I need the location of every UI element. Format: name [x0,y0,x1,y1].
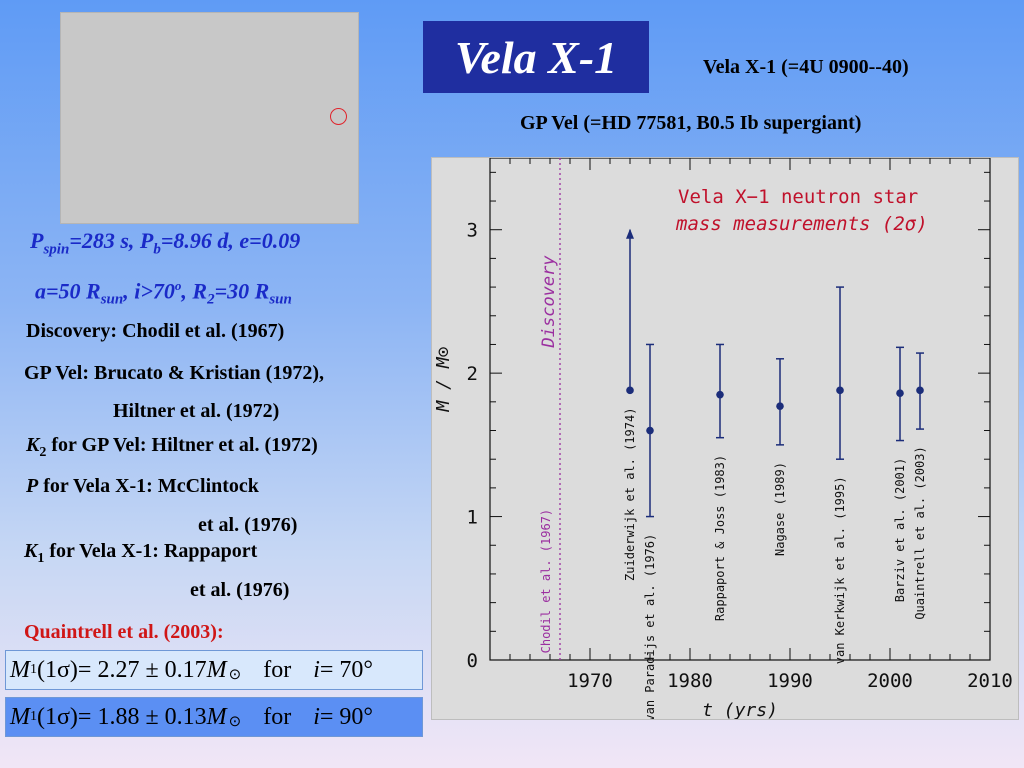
eq1-for: for [263,656,292,683]
r2-unit-sub: sun [269,291,292,308]
p-spin-symbol: P [30,228,44,253]
x-tick-label: 1970 [567,670,613,692]
eq1-rhs: = 2.27 ± 0.17 [77,656,207,683]
measurement-label: van Kerkwijk et al. (1995) [833,476,847,664]
mass-equation-70: M 1 (1σ) = 2.27 ± 0.17 M ⊙ for i = 70° [5,650,423,690]
incl-sup: o [174,278,182,293]
eq2-cond-symbol: i [313,703,320,730]
eq1-lhs-arg: (1σ) [37,656,78,683]
eq1-cond-value: = 70° [319,656,374,683]
y-axis-label: M / M⊙ [433,346,454,412]
x-axis-label: t (yrs) [702,700,778,719]
position-marker-circle [330,108,347,125]
p-text: for Vela X-1: McClintock [38,475,259,497]
plot-frame [489,158,991,661]
k1-symbol: K [24,540,38,562]
eq1-lhs-symbol: M [10,656,30,683]
subtitle-gpvel: GP Vel (=HD 77581, B0.5 Ib supergiant) [520,112,862,134]
data-point [916,386,924,395]
ref-k1: K1 for Vela X-1: Rappaport [24,540,257,567]
measurement-label: Zuiderwijk et al. (1974) [623,408,637,581]
k1-text: for Vela X-1: Rappaport [44,540,258,562]
discovery-label: Discovery [539,255,559,349]
a-value: a=50 R [35,278,101,304]
ref-gpvel-line1: GP Vel: Brucato & Kristian (1972), [24,362,324,384]
vela-image-placeholder [60,12,359,224]
subtitle-vela: Vela X-1 (=4U 0900--40) [703,56,909,78]
quaintrell-heading: Quaintrell et al. (2003): [24,621,224,643]
data-point [626,386,634,395]
incl-tail: , R [181,278,208,304]
eq2-cond-value: = 90° [319,703,374,730]
measurement-label: Quaintrell et al. (2003) [913,446,927,619]
mass-chart-svg: 1970 1980 1990 2000 2010 0 1 2 3 t (yrs) M / M⊙ Vel… [433,158,1013,719]
p-spin-value: =283 s, [69,228,140,253]
orbital-params-line1: Pspin=283 s, Pb=8.96 d, e=0.09 [30,228,300,258]
eq2-rhs: = 1.88 ± 0.13 [77,703,207,730]
k2-sub: 2 [39,445,47,460]
p-symbol: P [26,475,39,497]
orbital-params-line2: a=50 Rsun, i>70o, R2=30 Rsun [35,278,292,309]
y-tick-label: 2 [467,363,478,385]
k1-sub: 1 [37,551,45,566]
incl-value: , i>70 [123,278,175,304]
y-tick-label: 3 [467,220,478,242]
slide-title-box: Vela X-1 [423,21,649,93]
eq1-mass-symbol: M [206,656,227,683]
measurement-label: Rappaport & Joss (1983) [713,455,727,621]
ref-k1-line2: et al. (1976) [190,579,290,601]
mass-equation-90: M 1 (1σ) = 1.88 ± 0.13 M ⊙ for i = 90° [5,697,423,737]
x-tick-label: 2010 [967,670,1013,692]
p-b-sub: b [153,241,161,258]
measurement-label: van Paradijs et al. (1976) [643,534,657,719]
measurement-label: Nagase (1989) [773,462,787,556]
measurement-label: Barziv et al. (2001) [893,458,907,603]
eq2-lhs-symbol: M [10,703,30,730]
y-tick-label: 1 [467,507,478,529]
x-tick-label: 1990 [767,670,813,692]
chart-title-line2: mass measurements (2σ) [675,213,928,235]
data-point [896,389,904,398]
ref-p: P for Vela X-1: McClintock [26,475,259,498]
mass-measurements-chart: 1970 1980 1990 2000 2010 0 1 2 3 t (yrs) M / M⊙ Vel… [431,157,1019,720]
k2-symbol: K [26,434,40,456]
sun-symbol-icon: ⊙ [228,666,242,683]
a-sub: sun [100,291,124,308]
discovery-reference: Chodil et al. (1967) [539,509,553,653]
x-tick-label: 2000 [867,670,913,692]
sun-symbol-icon: ⊙ [228,713,242,730]
ref-k2: K2 for GP Vel: Hiltner et al. (1972) [26,434,318,461]
eq1-cond-symbol: i [313,656,320,683]
chart-title-line1: Vela X−1 neutron star [678,186,918,208]
slide-title: Vela X-1 [454,31,618,83]
eq2-mass-symbol: M [206,703,227,730]
eq1-lhs-sub: 1 [30,662,37,677]
data-point [836,386,844,395]
x-tick-label: 1980 [667,670,713,692]
p-spin-sub: spin [43,241,70,258]
p-b-value: =8.96 d, e=0.09 [160,228,301,253]
r2-value: =30 R [214,278,270,304]
eq2-for: for [263,703,292,730]
data-point [646,426,654,435]
data-point [776,402,784,410]
k2-text: for GP Vel: Hiltner et al. (1972) [46,434,318,456]
ref-p-line2: et al. (1976) [198,514,298,536]
r2-sub: 2 [207,291,215,308]
lower-limit-arrow [626,228,634,239]
p-b-symbol: P [139,228,154,253]
eq2-lhs-sub: 1 [30,709,37,724]
data-point [716,390,724,399]
eq2-lhs-arg: (1σ) [37,703,78,730]
y-tick-label: 0 [467,650,478,672]
ref-gpvel-line2: Hiltner et al. (1972) [113,400,280,422]
ref-discovery: Discovery: Chodil et al. (1967) [26,320,285,342]
